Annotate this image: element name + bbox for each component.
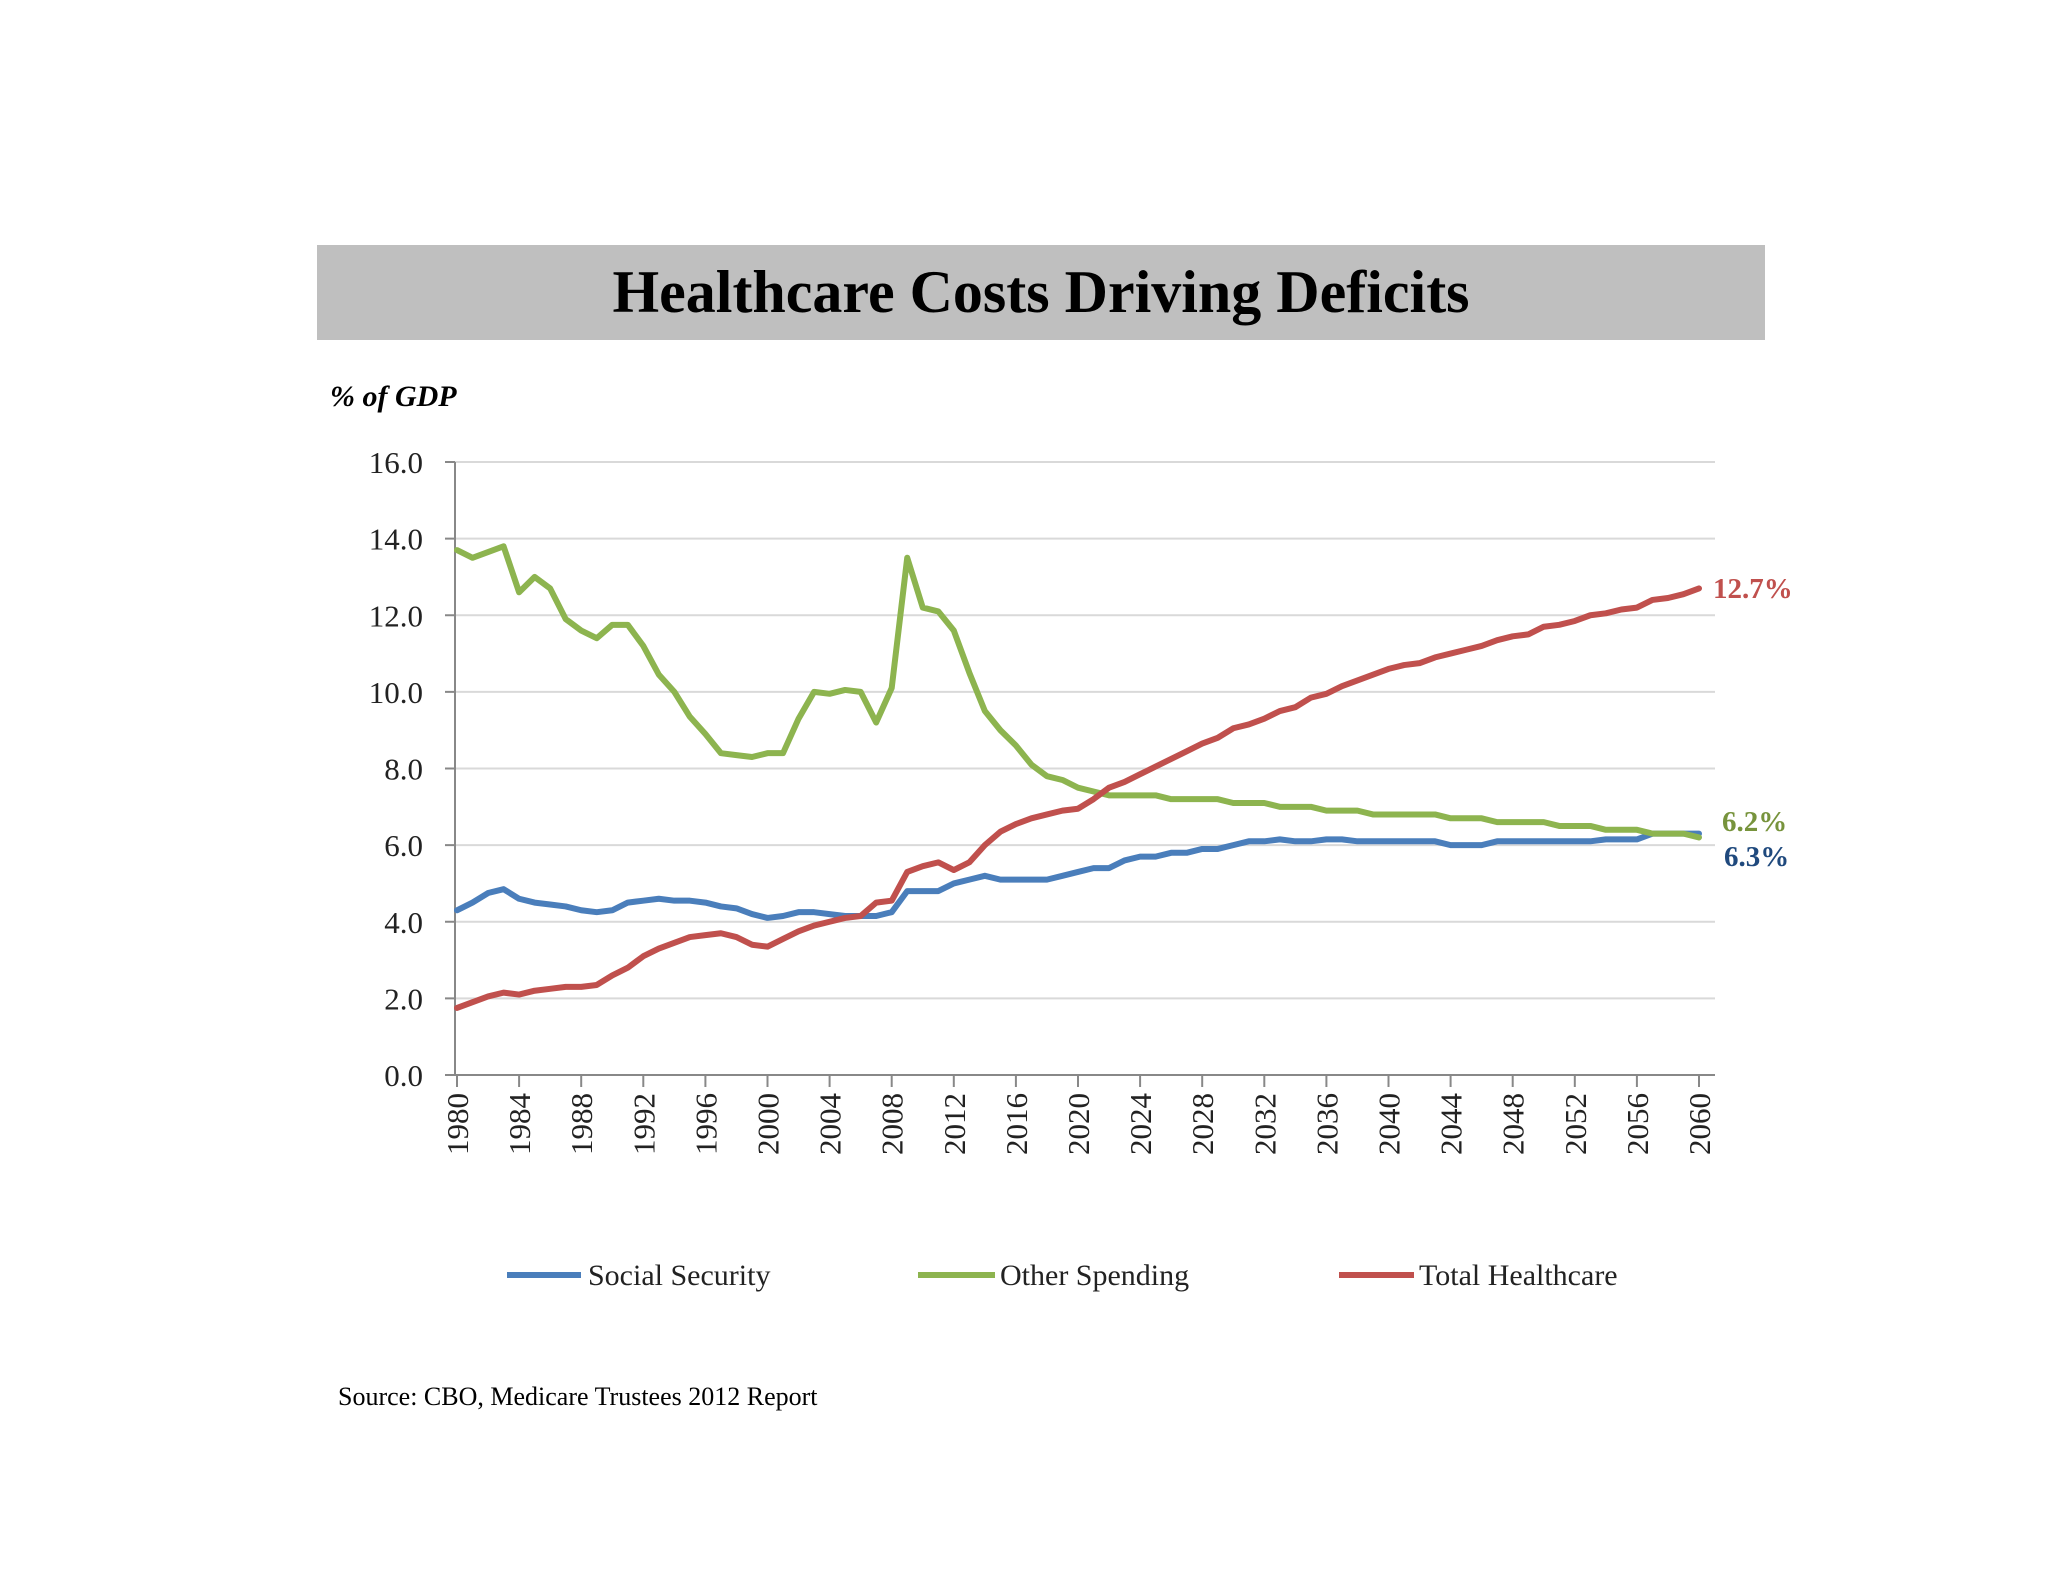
x-tick-label: 1980 — [440, 1093, 475, 1155]
x-tick-label: 2056 — [1620, 1093, 1655, 1155]
y-tick-label: 14.0 — [369, 522, 423, 557]
y-tick-label: 8.0 — [384, 752, 423, 787]
x-tick-label: 2000 — [751, 1093, 786, 1155]
y-tick-label: 16.0 — [369, 445, 423, 480]
x-tick-label: 2052 — [1558, 1093, 1593, 1155]
x-tick-label: 2016 — [999, 1093, 1034, 1155]
y-tick-label: 2.0 — [384, 981, 423, 1016]
legend-label: Other Spending — [1000, 1259, 1189, 1292]
x-tick-label: 2004 — [813, 1093, 848, 1156]
series-line-other-spending — [454, 543, 1702, 841]
legend-label: Total Healthcare — [1419, 1259, 1618, 1292]
chart-title-bar: Healthcare Costs Driving Deficits — [317, 245, 1765, 340]
y-tick-label: 10.0 — [369, 675, 423, 710]
x-tick-label: 2048 — [1496, 1093, 1531, 1155]
legend-label: Social Security — [588, 1259, 770, 1292]
x-tick-label: 2012 — [937, 1093, 972, 1155]
end-value-label: 12.7% — [1713, 573, 1793, 605]
x-tick-label: 2036 — [1309, 1093, 1344, 1155]
series-line-social-security — [454, 830, 1702, 921]
y-tick-label: 0.0 — [384, 1058, 423, 1093]
x-tick-label: 2032 — [1247, 1093, 1282, 1155]
x-tick-label: 1984 — [502, 1093, 537, 1156]
x-tick-label: 2060 — [1682, 1093, 1717, 1155]
x-tick-label: 2028 — [1185, 1093, 1220, 1155]
x-tick-label: 1988 — [564, 1093, 599, 1155]
x-tick-label: 2008 — [875, 1093, 910, 1155]
x-tick-label: 2044 — [1434, 1093, 1469, 1156]
end-value-label: 6.2% — [1722, 806, 1787, 838]
x-tick-label: 2020 — [1061, 1093, 1096, 1155]
y-tick-label: 12.0 — [369, 598, 423, 633]
y-tick-label: 6.0 — [384, 828, 423, 863]
y-tick-label: 4.0 — [384, 905, 423, 940]
chart-title: Healthcare Costs Driving Deficits — [612, 259, 1470, 325]
x-tick-label: 2024 — [1123, 1093, 1158, 1156]
y-axis-label: % of GDP — [330, 380, 457, 413]
x-tick-label: 2040 — [1372, 1093, 1407, 1155]
end-value-label: 6.3% — [1724, 841, 1789, 873]
x-tick-label: 1992 — [626, 1093, 661, 1155]
x-tick-label: 1996 — [688, 1093, 723, 1155]
series-line-total-healthcare — [454, 585, 1702, 1011]
source-note: Source: CBO, Medicare Trustees 2012 Repo… — [338, 1382, 818, 1411]
